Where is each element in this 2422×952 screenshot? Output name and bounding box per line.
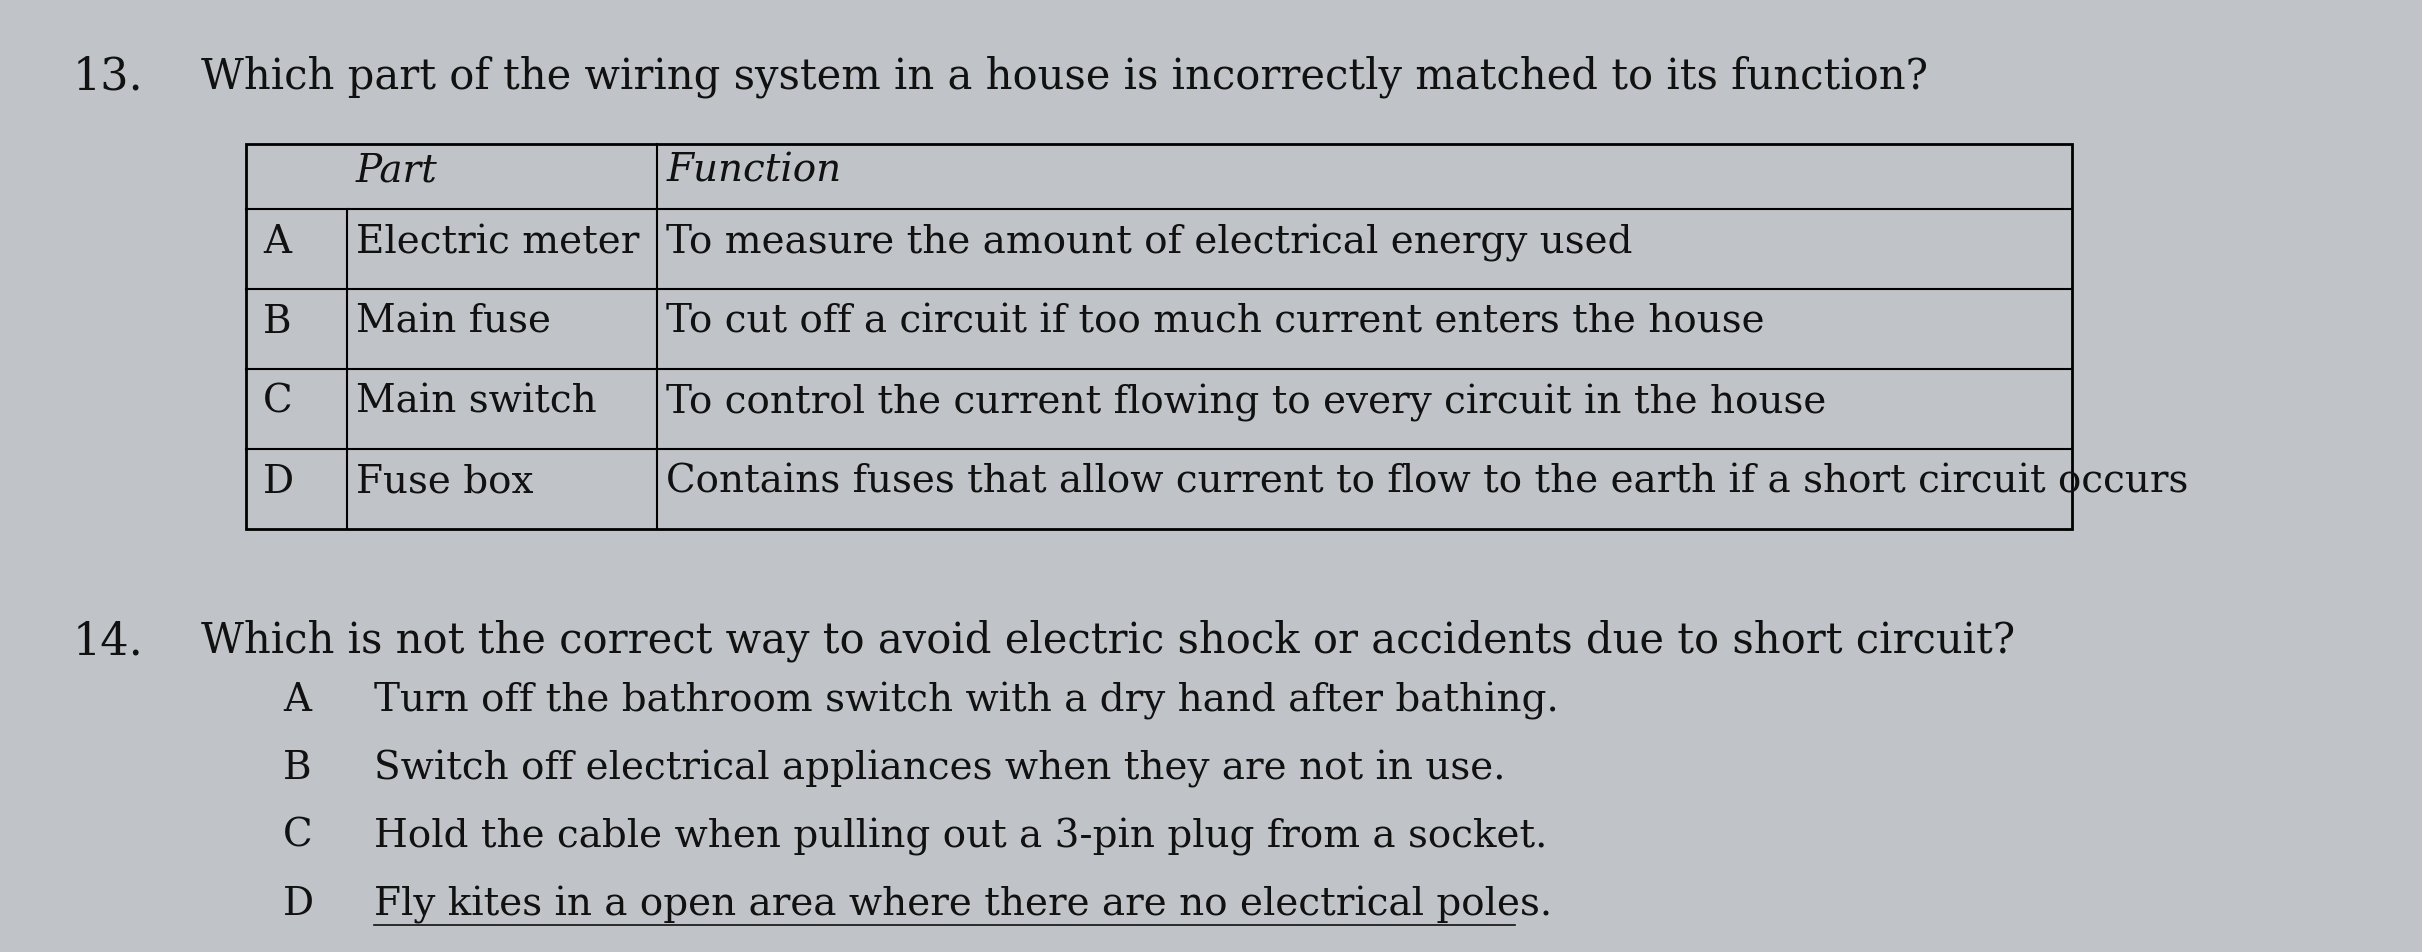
Text: C: C — [283, 817, 312, 854]
Text: A: A — [283, 682, 310, 718]
Text: Main switch: Main switch — [356, 384, 596, 421]
Text: D: D — [283, 885, 315, 922]
Text: Turn off the bathroom switch with a dry hand after bathing.: Turn off the bathroom switch with a dry … — [375, 682, 1560, 720]
Text: B: B — [283, 749, 312, 786]
Text: Electric meter: Electric meter — [356, 224, 639, 261]
Text: Which is not the correct way to avoid electric shock or accidents due to short c: Which is not the correct way to avoid el… — [201, 620, 2015, 662]
Text: A: A — [264, 224, 291, 261]
Text: To control the current flowing to every circuit in the house: To control the current flowing to every … — [666, 384, 1826, 422]
Text: Function: Function — [666, 153, 840, 189]
Text: To measure the amount of electrical energy used: To measure the amount of electrical ener… — [666, 224, 1632, 262]
Text: Which part of the wiring system in a house is incorrectly matched to its functio: Which part of the wiring system in a hou… — [201, 55, 1928, 97]
Text: 14.: 14. — [73, 620, 143, 663]
Text: Contains fuses that allow current to flow to the earth if a short circuit occurs: Contains fuses that allow current to flo… — [666, 464, 2189, 501]
Text: Switch off electrical appliances when they are not in use.: Switch off electrical appliances when th… — [375, 749, 1506, 787]
Text: Part: Part — [356, 153, 438, 189]
Text: To cut off a circuit if too much current enters the house: To cut off a circuit if too much current… — [666, 304, 1766, 341]
Text: 13.: 13. — [73, 55, 143, 98]
Text: Fuse box: Fuse box — [356, 464, 533, 501]
Bar — [247, 145, 2073, 529]
Text: D: D — [264, 464, 293, 501]
Text: C: C — [264, 384, 293, 421]
Text: Hold the cable when pulling out a 3-pin plug from a socket.: Hold the cable when pulling out a 3-pin … — [375, 817, 1548, 855]
Text: Main fuse: Main fuse — [356, 304, 552, 341]
Text: B: B — [264, 304, 291, 341]
Text: Fly kites in a open area where there are no electrical poles.: Fly kites in a open area where there are… — [375, 885, 1553, 923]
